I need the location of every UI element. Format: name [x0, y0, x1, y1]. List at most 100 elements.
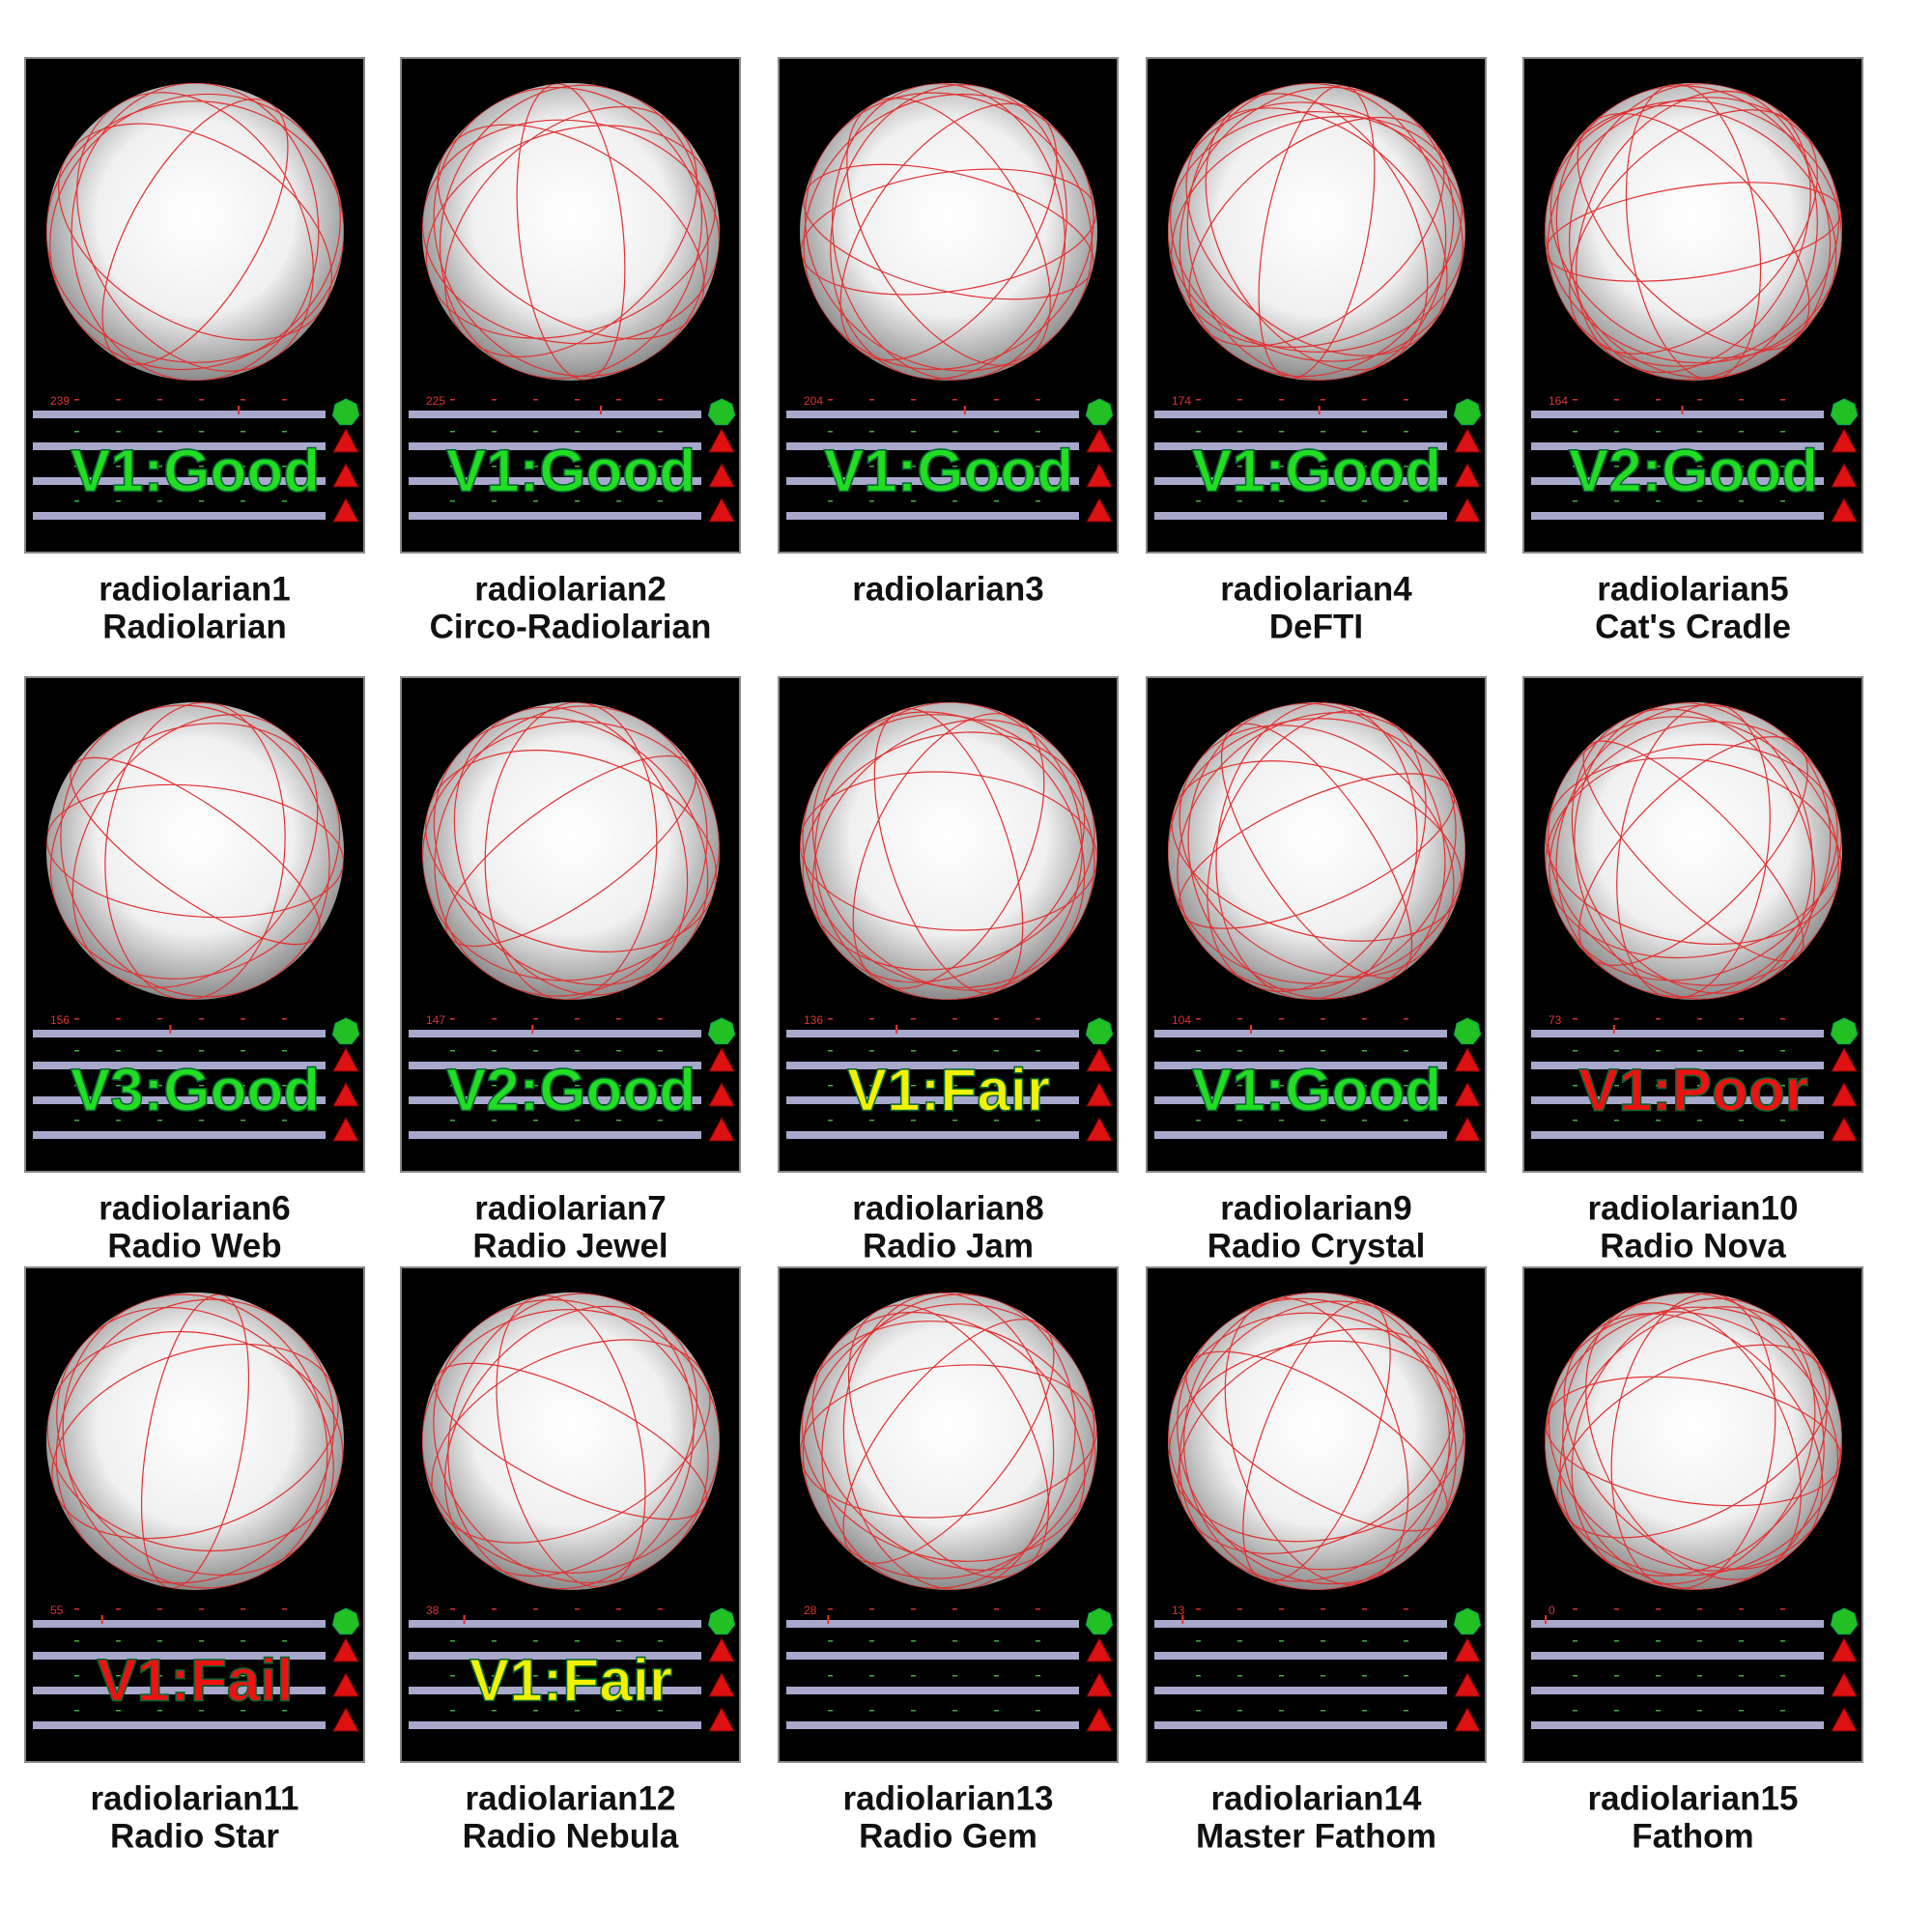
great-circle — [842, 1319, 1055, 1564]
great-circle — [800, 1364, 1097, 1519]
slider-tick — [1614, 1640, 1619, 1642]
slider-tick — [1656, 500, 1661, 502]
arrow-button — [332, 427, 359, 453]
slider-track — [1154, 411, 1447, 418]
slider-track — [33, 1721, 326, 1729]
slider-tick — [241, 1018, 245, 1020]
slider-tick — [1362, 500, 1367, 502]
slider-tick — [1697, 1085, 1702, 1087]
slider-tick — [575, 1640, 580, 1642]
slider-tick — [450, 399, 455, 401]
rating-label: V1:Good — [824, 438, 1073, 504]
slider-tick — [157, 431, 162, 433]
slider-tick — [533, 431, 538, 433]
slider-tick — [533, 1710, 538, 1712]
slider-tick — [1697, 1640, 1702, 1642]
arrow-button — [1086, 427, 1113, 453]
slider-tick — [575, 1710, 580, 1712]
slider-tick — [450, 1085, 455, 1087]
slider-tick — [952, 1085, 957, 1087]
move-count: 104 — [1172, 1013, 1191, 1027]
slider-tick — [1656, 431, 1661, 433]
slider-tick — [74, 1085, 79, 1087]
slider-tick — [533, 1085, 538, 1087]
slider-tick — [492, 500, 497, 502]
slider-tick — [450, 466, 455, 468]
slider-tick — [1404, 1675, 1408, 1677]
slider-tick — [157, 1050, 162, 1052]
slider-track — [786, 442, 1079, 450]
slider-tick — [911, 500, 916, 502]
slider-tick — [869, 1050, 874, 1052]
panel-title: Radio Nebula — [463, 1817, 679, 1855]
slider-tick — [1697, 1608, 1702, 1610]
great-circle — [1179, 1300, 1455, 1582]
slider-tick — [1362, 466, 1367, 468]
slider-tick — [157, 1675, 162, 1677]
slider-tick — [1780, 1710, 1785, 1712]
slider-track — [1531, 1687, 1824, 1694]
slider-tick — [116, 1085, 121, 1087]
great-circle — [439, 84, 703, 380]
solve-button — [1453, 1017, 1482, 1045]
slider-tick — [1321, 431, 1325, 433]
slider-tick — [1739, 1120, 1744, 1122]
panel-title: Circo-Radiolarian — [430, 608, 712, 645]
slider-tick — [1739, 399, 1744, 401]
slider-tick — [492, 1608, 497, 1610]
slider-tick — [1279, 1120, 1284, 1122]
arrow-button — [1831, 427, 1858, 453]
arrow-button — [1454, 1081, 1481, 1107]
slider-tick — [157, 1710, 162, 1712]
slider-tick — [994, 1608, 999, 1610]
great-circle — [839, 102, 1058, 361]
arrow-button — [708, 497, 735, 523]
slider-marker — [1681, 406, 1684, 414]
sphere — [1545, 83, 1842, 381]
slider-tick — [1036, 1018, 1040, 1020]
arrow-button — [1831, 1046, 1858, 1072]
slider-tick — [616, 431, 621, 433]
slider-tick — [1656, 466, 1661, 468]
slider-tick — [1362, 399, 1367, 401]
slider-tick — [1237, 1710, 1242, 1712]
slider-tick — [74, 1675, 79, 1677]
solve-button — [1085, 1607, 1114, 1635]
sphere — [1545, 702, 1842, 1000]
slider-tick — [658, 1018, 663, 1020]
slider-tick — [1036, 399, 1040, 401]
slider-tick — [869, 500, 874, 502]
slider-tick — [1404, 1085, 1408, 1087]
slider-tick — [1196, 1018, 1201, 1020]
slider-tick — [1614, 431, 1619, 433]
slider-tick — [1656, 1018, 1661, 1020]
puzzle-panel: 28 — [778, 1266, 1119, 1763]
slider-tick — [658, 466, 663, 468]
slider-tick — [116, 1120, 121, 1122]
slider-tick — [575, 1120, 580, 1122]
great-circle — [1569, 109, 1818, 355]
slider-tick — [952, 500, 957, 502]
great-circle — [1170, 101, 1463, 362]
slider-tick — [199, 466, 204, 468]
slider-tick — [1573, 399, 1577, 401]
slider-tick — [1279, 431, 1284, 433]
great-circle — [804, 92, 1094, 372]
move-count: 13 — [1172, 1604, 1185, 1617]
slider-tick — [116, 1608, 121, 1610]
slider-tick — [869, 1085, 874, 1087]
slider-marker — [1181, 1615, 1184, 1624]
slider-track — [1154, 477, 1447, 485]
arrow-button — [708, 462, 735, 488]
great-circle — [803, 163, 1094, 300]
slider-tick — [869, 1640, 874, 1642]
great-circle — [1578, 736, 1808, 966]
panel-name: radiolarian5 — [1597, 570, 1788, 608]
slider-marker — [599, 406, 602, 414]
slider-tick — [1780, 431, 1785, 433]
slider-tick — [1362, 431, 1367, 433]
slider-tick — [74, 500, 79, 502]
slider-tick — [1697, 1120, 1702, 1122]
slider-marker — [100, 1615, 103, 1624]
